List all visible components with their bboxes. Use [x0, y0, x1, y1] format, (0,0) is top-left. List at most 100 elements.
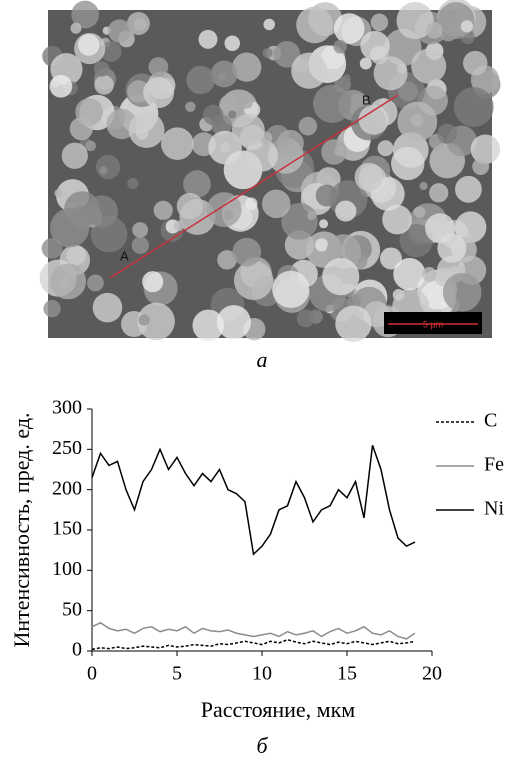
- grain: [358, 104, 389, 135]
- grain: [232, 52, 262, 82]
- caption: а: [257, 347, 268, 372]
- scale-bar-box: [384, 312, 482, 334]
- grain: [198, 29, 218, 49]
- grain: [87, 274, 104, 292]
- grain: [100, 40, 122, 62]
- series-line: [91, 445, 416, 556]
- grain: [463, 50, 488, 76]
- grain: [333, 39, 347, 54]
- grain: [131, 236, 150, 254]
- legend-label: Ni: [484, 498, 504, 520]
- grain: [333, 13, 365, 44]
- scale-text: 5 μm: [423, 319, 443, 329]
- grain: [296, 6, 333, 44]
- grain: [281, 202, 318, 240]
- y-tick-label: 50: [62, 598, 82, 620]
- grain: [396, 1, 434, 40]
- grain: [71, 0, 100, 29]
- grain: [132, 222, 149, 238]
- sem-texture: [39, 0, 501, 342]
- grain: [391, 146, 425, 181]
- grain: [127, 177, 139, 190]
- grain: [133, 17, 147, 31]
- y-tick-label: 200: [52, 477, 82, 499]
- grain: [437, 233, 467, 263]
- grain: [426, 22, 443, 39]
- grain: [437, 123, 458, 144]
- y-tick-label: 150: [52, 518, 82, 540]
- scan-line: [109, 94, 399, 279]
- grain: [233, 260, 274, 301]
- grain: [315, 238, 329, 252]
- grain: [54, 189, 63, 198]
- y-axis-title: Интенсивность, пред. ед.: [9, 412, 34, 647]
- grain: [143, 77, 175, 108]
- grain: [240, 95, 254, 109]
- legend-label: Fe: [484, 454, 504, 476]
- grain: [94, 75, 114, 95]
- grain: [77, 34, 100, 56]
- grain: [64, 191, 101, 228]
- grain: [66, 245, 86, 266]
- grain: [313, 84, 352, 123]
- grain: [379, 247, 402, 270]
- point-label: A: [120, 248, 129, 263]
- grain: [460, 20, 474, 33]
- grain: [360, 30, 390, 61]
- series-line: [91, 638, 416, 651]
- grain: [359, 57, 372, 70]
- grain: [273, 40, 301, 68]
- grain: [224, 35, 241, 51]
- grain: [173, 220, 185, 232]
- grain: [262, 47, 273, 59]
- grain: [261, 189, 291, 219]
- x-tick-label: 20: [422, 663, 442, 685]
- grain: [69, 117, 93, 141]
- grain: [454, 175, 482, 203]
- grain: [206, 192, 242, 228]
- grain: [185, 101, 196, 112]
- grain: [61, 142, 88, 169]
- grain: [128, 112, 165, 148]
- grain: [319, 219, 329, 229]
- y-tick-label: 250: [52, 437, 82, 459]
- grain: [454, 211, 487, 243]
- grain: [422, 266, 437, 282]
- grain: [272, 270, 310, 309]
- grain: [321, 139, 347, 165]
- grain: [431, 186, 445, 200]
- grain: [107, 19, 132, 43]
- grain: [216, 305, 252, 340]
- y-tick-label: 100: [52, 558, 82, 580]
- grain: [138, 314, 150, 326]
- grain: [354, 162, 384, 192]
- grain: [49, 74, 73, 98]
- grain: [85, 140, 97, 152]
- grain: [382, 204, 412, 235]
- grain: [377, 140, 394, 157]
- x-tick-label: 15: [337, 663, 357, 685]
- grain: [307, 211, 317, 221]
- grain: [208, 130, 242, 165]
- grain: [231, 113, 265, 147]
- grain: [335, 305, 372, 342]
- grain: [219, 94, 239, 115]
- x-tick-label: 0: [87, 663, 97, 685]
- grain: [202, 104, 224, 126]
- grain: [218, 72, 227, 81]
- grain: [276, 129, 304, 157]
- grain: [137, 302, 175, 341]
- grain: [342, 74, 351, 83]
- grain: [298, 116, 318, 136]
- grain: [92, 292, 123, 323]
- grain: [393, 258, 426, 291]
- grain: [413, 206, 426, 218]
- grain: [296, 309, 315, 328]
- grain: [161, 127, 194, 161]
- grain: [411, 48, 447, 84]
- series-line: [91, 621, 416, 640]
- grain: [373, 56, 408, 91]
- grain: [335, 200, 357, 222]
- grain: [263, 18, 275, 31]
